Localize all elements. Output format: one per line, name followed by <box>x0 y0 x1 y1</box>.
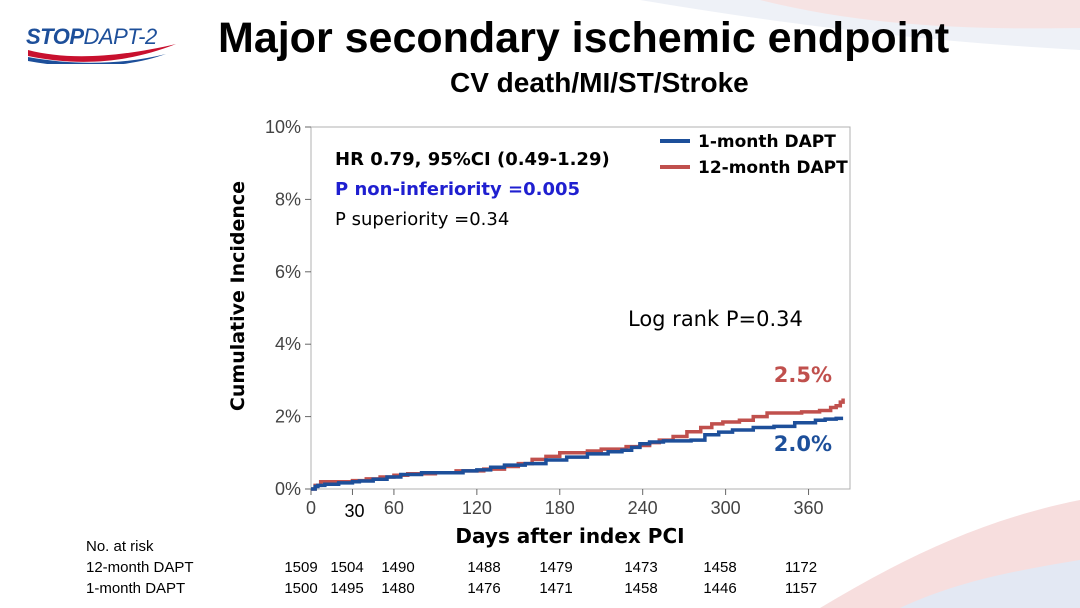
x-tick-label: 30 <box>344 501 364 521</box>
x-tick-label: 60 <box>384 498 404 518</box>
x-tick-label: 0 <box>306 498 316 518</box>
end-label-1-month: 2.0% <box>774 432 832 456</box>
p-superiority-annotation: P superiority =0.34 <box>335 209 509 230</box>
logrank-annotation: Log rank P=0.34 <box>628 307 803 331</box>
series-line-1-month-dapt <box>311 416 844 491</box>
legend-label: 1-month DAPT <box>698 132 836 152</box>
p-noninferiority-annotation: P non-inferiority =0.005 <box>335 179 580 200</box>
stopdapt2-logo: STOPDAPT-2 <box>26 20 196 67</box>
logo-swoosh <box>28 44 176 67</box>
y-tick-label: 4% <box>275 334 301 354</box>
x-tick-label: 120 <box>462 498 492 518</box>
y-axis-label: Cumulative Incidence <box>227 181 249 411</box>
x-axis-label: Days after index PCI <box>455 524 684 548</box>
logo-dapt-text: DAPT-2 <box>83 24 158 49</box>
y-tick-label: 8% <box>275 189 301 209</box>
y-tick-label: 6% <box>275 262 301 282</box>
slide-title: Major secondary ischemic endpoint <box>218 14 950 62</box>
slide-subtitle: CV death/MI/ST/Stroke <box>450 67 749 98</box>
x-tick-label: 180 <box>545 498 575 518</box>
x-tick-label: 360 <box>794 498 824 518</box>
y-tick-label: 0% <box>275 479 301 499</box>
y-tick-label: 2% <box>275 407 301 427</box>
y-tick-label: 10% <box>265 117 301 137</box>
hr-annotation: HR 0.79, 95%CI (0.49-1.29) <box>335 149 610 170</box>
x-tick-label: 300 <box>711 498 741 518</box>
end-label-12-month: 2.5% <box>774 363 832 387</box>
logo-stop-text: STOP <box>26 24 84 49</box>
plot-frame <box>310 126 851 490</box>
logo-text: STOPDAPT-2 <box>26 24 157 50</box>
legend-label: 12-month DAPT <box>698 158 848 178</box>
x-tick-label: 240 <box>628 498 658 518</box>
